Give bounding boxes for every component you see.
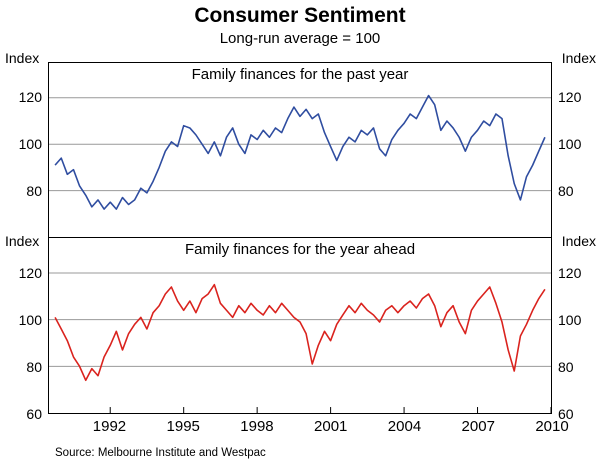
x-tick-label: 1998 xyxy=(240,418,274,435)
y-tick-label: 120 xyxy=(18,265,42,282)
y-axis-unit-label-bottom-right: Index xyxy=(561,233,596,249)
y-tick-label: 100 xyxy=(558,136,582,153)
y-tick-label: 100 xyxy=(18,312,42,329)
x-tick-label: 2010 xyxy=(535,418,569,435)
x-tick-label: 1992 xyxy=(92,418,127,435)
chart-subtitle: Long-run average = 100 xyxy=(219,30,381,47)
x-tick-label: 2007 xyxy=(461,418,495,435)
panel-title-year-ahead: Family finances for the year ahead xyxy=(184,241,416,258)
y-tick-label: 120 xyxy=(558,265,582,282)
panel-family-finances-year-ahead: Family finances for the year ahead xyxy=(48,238,552,414)
y-axis-unit-label-top-left: Index xyxy=(5,50,40,66)
panel-family-finances-past-year: Family finances for the past year xyxy=(48,62,552,238)
panel-title-past-year: Family finances for the past year xyxy=(191,66,409,83)
x-tick-label: 1995 xyxy=(166,418,200,435)
y-tick-label: 80 xyxy=(26,183,42,200)
x-tick-label: 2001 xyxy=(314,418,348,435)
y-tick-label: 60 xyxy=(26,406,42,422)
y-axis-unit-label-top-right: Index xyxy=(561,50,596,66)
y-tick-label: 80 xyxy=(558,359,574,376)
y-tick-label: 80 xyxy=(558,183,574,200)
y-tick-label: 120 xyxy=(18,89,42,106)
y-tick-label: 100 xyxy=(18,136,42,153)
y-tick-label: 120 xyxy=(558,89,582,106)
y-tick-label: 80 xyxy=(26,359,42,376)
series-line xyxy=(54,283,546,382)
series-line xyxy=(54,94,546,210)
x-tick-label: 2004 xyxy=(387,418,422,435)
y-axis-unit-label-bottom-left: Index xyxy=(5,233,40,249)
chart-title: Consumer Sentiment xyxy=(194,4,406,27)
y-tick-label: 60 xyxy=(558,406,574,422)
y-tick-label: 100 xyxy=(558,312,582,329)
line-chart-past-year xyxy=(49,94,551,210)
source-note: Source: Melbourne Institute and Westpac xyxy=(55,447,266,459)
line-chart-year-ahead xyxy=(49,272,551,413)
